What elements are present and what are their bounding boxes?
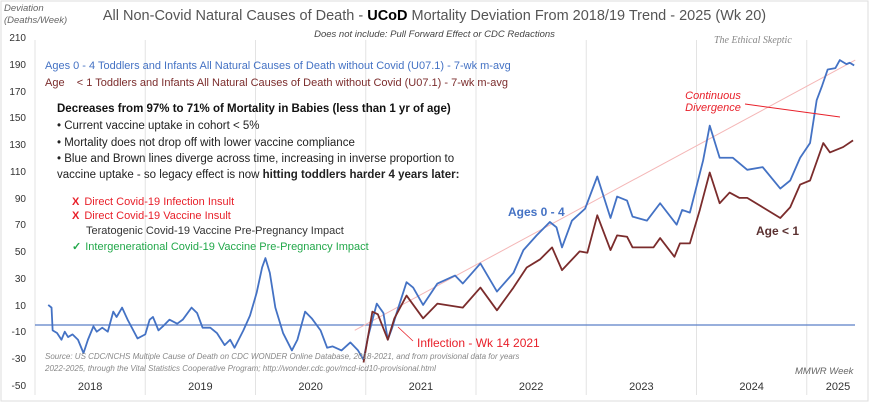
list-item-vaccine: X Direct Covid-19 Vaccine Insult xyxy=(72,210,231,222)
title-bold: UCoD xyxy=(367,8,408,24)
y-tick-label: 30 xyxy=(14,273,26,285)
annotation-divergence: Continuous Divergence xyxy=(680,90,746,114)
textbox-bullet-cont: vaccine uptake - so legacy effect is now… xyxy=(57,169,459,181)
y-tick-label: 150 xyxy=(9,113,26,125)
divergence-pointer xyxy=(744,103,841,118)
textbox-heading: Decreases from 97% to 71% of Mortality i… xyxy=(57,103,451,115)
y-tick-label: -30 xyxy=(11,354,26,366)
y-tick-label: -50 xyxy=(11,380,26,392)
y-tick-label: 170 xyxy=(9,86,26,98)
list-item-infection: X Direct Covid-19 Infection Insult xyxy=(72,196,234,208)
series-age-under-1-line xyxy=(362,139,854,363)
y-tick-label: 90 xyxy=(14,193,26,205)
legend-ages-0-4: Ages 0 - 4 Toddlers and Infants All Natu… xyxy=(45,60,511,72)
divergence-line1: Continuous xyxy=(685,90,741,102)
x-mark-icon: X xyxy=(72,210,80,222)
check-mark-icon: ✓ xyxy=(72,241,82,253)
y-axis-label: Deviation (Deaths/Week) xyxy=(4,3,68,26)
inflection-pointer xyxy=(397,326,414,342)
textbox-bullet: • Current vaccine uptake in cohort < 5% xyxy=(57,120,260,132)
legend-age-under-1: Age < 1 Toddlers and Infants All Natural… xyxy=(45,77,508,89)
watermark: The Ethical Skeptic xyxy=(714,35,792,46)
trend-line xyxy=(354,59,856,331)
x-tick-label: 2025 xyxy=(825,381,851,393)
x-tick-label: 2020 xyxy=(298,381,323,393)
divergence-line2: Divergence xyxy=(685,102,741,114)
x-axis-label: MMWR Week xyxy=(795,366,854,377)
textbox-bullet: • Blue and Brown lines diverge across ti… xyxy=(57,153,455,165)
y-tick-label: 190 xyxy=(9,59,26,71)
y-tick-label: 210 xyxy=(9,33,26,45)
list-item-intergenerational: ✓ Intergenerational Covid-19 Vaccine Pre-… xyxy=(72,240,369,253)
y-tick-label: 50 xyxy=(14,247,26,259)
item-text: Direct Covid-19 Vaccine Insult xyxy=(84,210,231,222)
item-text: Intergenerational Covid-19 Vaccine Pre-P… xyxy=(85,241,369,253)
x-tick-label: 2018 xyxy=(77,381,103,393)
chart-title: All Non-Covid Natural Causes of Death - … xyxy=(103,8,766,24)
x-tick-label: 2021 xyxy=(408,381,434,393)
title-part: Mortality Deviation From 2018/19 Trend -… xyxy=(407,8,767,24)
bullet-bold: hitting toddlers harder 4 years later: xyxy=(262,169,460,181)
y-tick-label: 10 xyxy=(14,300,26,312)
bullet-text: vaccine uptake - so legacy effect is now xyxy=(57,169,263,181)
x-tick-label: 2023 xyxy=(629,381,654,393)
list-item-teratogenic: Teratogenic Covid-19 Vaccine Pre-Pregnan… xyxy=(86,225,344,237)
title-part: All Non-Covid Natural Causes of Death - xyxy=(102,8,368,24)
annotation-inflection: Inflection - Wk 14 2021 xyxy=(417,336,540,350)
chart-subtitle: Does not include: Pull Forward Effect or… xyxy=(314,29,555,40)
x-tick-label: 2022 xyxy=(518,381,544,393)
y-tick-label: 110 xyxy=(10,166,26,178)
item-text: Direct Covid-19 Infection Insult xyxy=(84,196,235,208)
y-tick-label: 130 xyxy=(9,140,26,152)
source-note: 2022-2025, through the Vital Statistics … xyxy=(45,364,436,373)
source-note: Source: US CDC/NCHS Multiple Cause of De… xyxy=(45,352,520,361)
x-tick-label: 2019 xyxy=(188,381,213,393)
y-tick-label: 70 xyxy=(14,220,26,232)
annotation-ages-0-4: Ages 0 - 4 xyxy=(508,205,565,219)
x-mark-icon: X xyxy=(72,196,80,208)
annotation-age-under-1: Age < 1 xyxy=(756,224,800,238)
textbox-bullet: • Mortality does not drop off with lower… xyxy=(57,137,355,149)
series-ages-0-4-line xyxy=(47,59,855,361)
x-tick-label: 2024 xyxy=(739,381,764,393)
y-tick-label: -10 xyxy=(11,327,26,339)
